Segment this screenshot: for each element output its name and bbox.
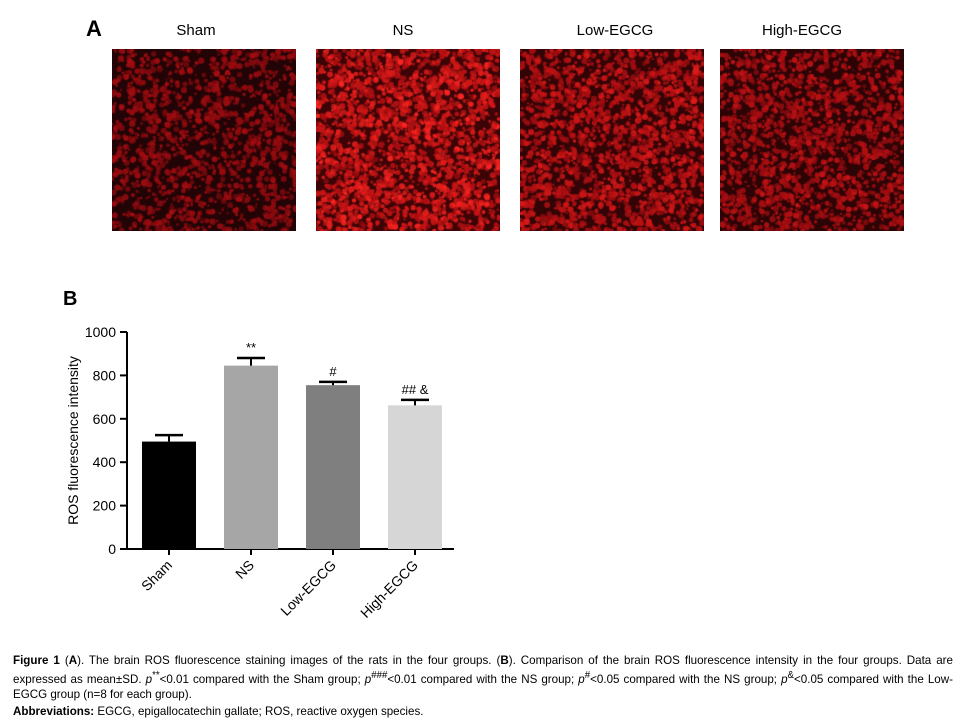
y-tick-label: 800 xyxy=(93,367,117,383)
bar-ns xyxy=(224,365,278,549)
figure-caption: Figure 1 (A). The brain ROS fluorescence… xyxy=(13,653,953,702)
significance-label: ** xyxy=(246,340,256,355)
image-label-high-egcg: High-EGCG xyxy=(761,22,843,39)
significance-label: ## & xyxy=(402,382,429,397)
y-tick-label: 0 xyxy=(108,541,116,557)
fluorescence-image-low-egcg xyxy=(520,49,704,231)
caption-text: <0.05 compared with the Low-EGCG group (… xyxy=(13,672,953,701)
fluorescence-image-ns xyxy=(316,49,500,231)
caption-sup: # xyxy=(584,670,591,681)
panel-b-letter: B xyxy=(63,288,78,310)
caption-text: ). The brain ROS fluorescence staining i… xyxy=(77,654,501,667)
significance-label: # xyxy=(329,364,337,379)
caption-ref-b: B xyxy=(500,654,509,667)
caption-text: <0.01 compared with the NS group; xyxy=(387,672,579,686)
caption-p: p xyxy=(364,672,372,686)
caption-p: p xyxy=(578,672,585,686)
x-tick-label: Sham xyxy=(138,557,175,594)
caption-text: ( xyxy=(59,654,69,667)
y-tick-label: 1000 xyxy=(85,324,116,340)
y-tick-label: 400 xyxy=(93,454,117,470)
caption-sup: ** xyxy=(152,670,160,681)
fluorescence-image-high-egcg xyxy=(720,49,904,231)
abbreviations: Abbreviations: EGCG, epigallocatechin ga… xyxy=(13,705,953,718)
fluorescence-image-sham xyxy=(112,49,296,231)
caption-sup: & xyxy=(787,670,794,681)
abbreviations-text: EGCG, epigallocatechin gallate; ROS, rea… xyxy=(94,705,424,718)
x-tick-label: Low-EGCG xyxy=(277,557,339,619)
image-label-low-egcg: Low-EGCG xyxy=(576,22,654,39)
caption-sup: ### xyxy=(371,670,388,681)
bar-high-egcg xyxy=(388,405,442,549)
y-tick-label: 200 xyxy=(93,498,117,514)
caption-text: <0.05 compared with the NS group; xyxy=(590,672,782,686)
y-tick-label: 600 xyxy=(93,411,117,427)
caption-text: ). Comparison of the brain ROS fluoresce… xyxy=(13,654,953,686)
caption-p: p xyxy=(145,672,153,686)
caption-figure-label: Figure 1 xyxy=(13,654,60,667)
bar-sham xyxy=(142,441,196,549)
x-tick-label: NS xyxy=(232,557,257,582)
panel-a-letter: A xyxy=(86,16,102,41)
abbreviations-label: Abbreviations: xyxy=(13,705,95,718)
bar-low-egcg xyxy=(306,385,360,549)
image-label-ns: NS xyxy=(392,22,414,39)
y-axis-label: ROS fluorescence intensity xyxy=(65,356,81,525)
image-label-sham: Sham xyxy=(176,22,216,39)
caption-p: p xyxy=(781,672,788,686)
caption-ref-a: A xyxy=(68,654,78,667)
x-tick-label: High-EGCG xyxy=(357,557,421,621)
caption-text: <0.01 compared with the Sham group; xyxy=(159,672,365,686)
